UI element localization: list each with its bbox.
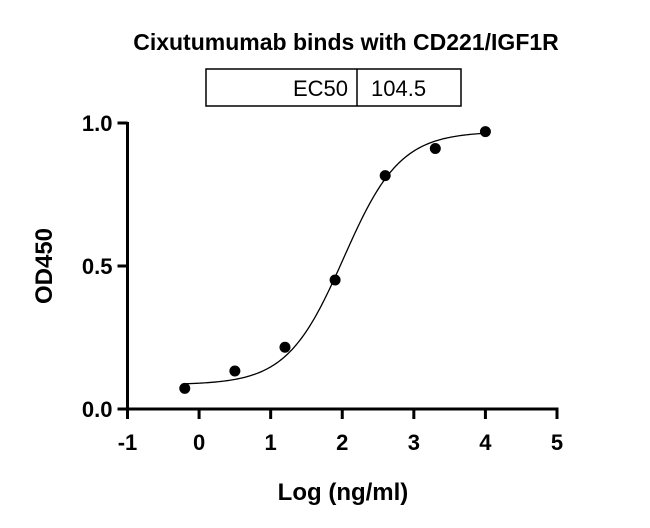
- x-tick-label: 0: [193, 430, 205, 455]
- x-tick-label: 1: [265, 430, 277, 455]
- x-tick-label: -1: [118, 430, 138, 455]
- data-point: [229, 365, 241, 377]
- chart-title: Cixutumumab binds with CD221/IGF1R: [133, 29, 559, 55]
- y-tick-label: 0.0: [82, 397, 113, 422]
- data-point: [479, 126, 491, 138]
- y-axis-label: OD450: [31, 228, 58, 304]
- x-tick-label: 3: [408, 430, 420, 455]
- x-tick-label: 2: [336, 430, 348, 455]
- data-point: [179, 382, 191, 394]
- ec50-label: EC50: [293, 76, 348, 101]
- data-point: [429, 142, 441, 154]
- ec50-table: EC50 104.5: [205, 68, 462, 107]
- data-point: [329, 274, 341, 286]
- ec50-value: 104.5: [371, 76, 426, 101]
- x-axis-label: Log (ng/ml): [278, 479, 409, 506]
- x-tick-label: 4: [479, 430, 492, 455]
- fit-curve: [184, 132, 486, 385]
- y-tick-label: 1.0: [82, 111, 113, 136]
- data-point: [379, 170, 391, 182]
- y-tick-label: 0.5: [82, 254, 113, 279]
- x-tick-label: 5: [551, 430, 563, 455]
- data-point: [279, 341, 291, 353]
